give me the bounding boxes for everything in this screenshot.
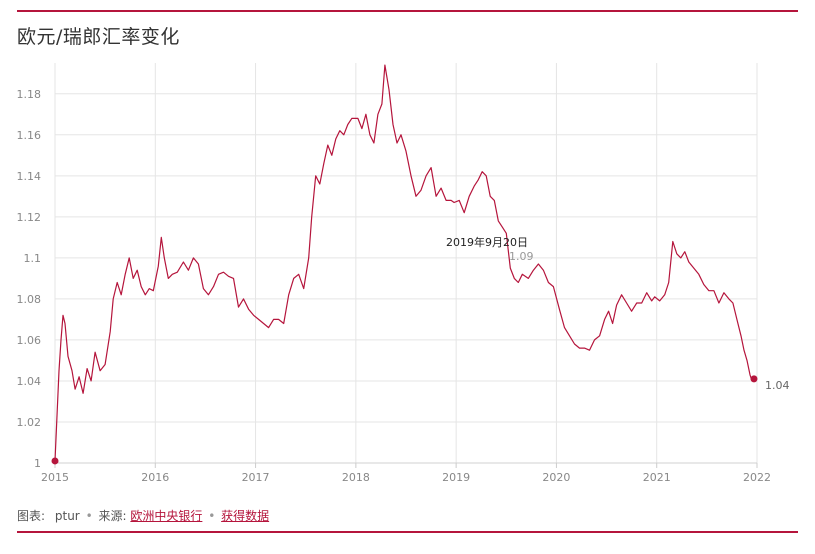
start-point-marker xyxy=(51,457,59,465)
chart-footer: 图表: ptur • 来源: 欧洲中央银行 • 获得数据 xyxy=(17,507,269,524)
y-tick-label: 1.02 xyxy=(17,416,42,429)
top-rule xyxy=(17,10,798,12)
x-tick-label: 2016 xyxy=(141,471,169,484)
x-axis-ticks: 2015 2016 2017 2018 2019 2020 2021 2022 xyxy=(41,463,771,484)
source-link[interactable]: 欧洲中央银行 xyxy=(130,509,203,523)
chart-author: ptur xyxy=(54,509,80,523)
x-tick-label: 2018 xyxy=(342,471,370,484)
x-tick-label: 2022 xyxy=(743,471,771,484)
annotation-value-label: 1.09 xyxy=(509,250,534,263)
y-tick-label: 1.1 xyxy=(24,252,42,265)
y-axis-ticks: 1 1.02 1.04 1.06 1.08 1.1 1.12 1.14 1.16 1.18 xyxy=(17,88,42,470)
end-value-label: 1.04 xyxy=(765,379,790,392)
y-tick-label: 1.08 xyxy=(17,293,42,306)
y-tick-label: 1.14 xyxy=(17,170,42,183)
y-tick-label: 1.16 xyxy=(17,129,42,142)
x-tick-label: 2021 xyxy=(643,471,671,484)
end-point-marker xyxy=(750,375,758,383)
get-data-link[interactable]: 获得数据 xyxy=(221,509,270,523)
y-tick-label: 1.06 xyxy=(17,334,42,347)
bottom-rule xyxy=(17,531,798,533)
separator-dot: • xyxy=(208,509,216,523)
x-tick-label: 2020 xyxy=(542,471,570,484)
x-tick-label: 2017 xyxy=(242,471,270,484)
x-tick-label: 2019 xyxy=(442,471,470,484)
chart-grid xyxy=(54,63,758,464)
y-tick-label: 1.12 xyxy=(17,211,42,224)
x-tick-label: 2015 xyxy=(41,471,69,484)
chart-credit-label: 图表: xyxy=(17,509,46,523)
y-tick-label: 1 xyxy=(34,457,41,470)
annotation-date-label: 2019年9月20日 xyxy=(446,235,528,249)
source-label: 来源: xyxy=(98,509,127,523)
y-tick-label: 1.04 xyxy=(17,375,42,388)
y-tick-label: 1.18 xyxy=(17,88,42,101)
series-line xyxy=(54,64,755,461)
chart-title: 欧元/瑞郎汇率变化 xyxy=(17,26,180,48)
separator-dot: • xyxy=(85,509,93,523)
